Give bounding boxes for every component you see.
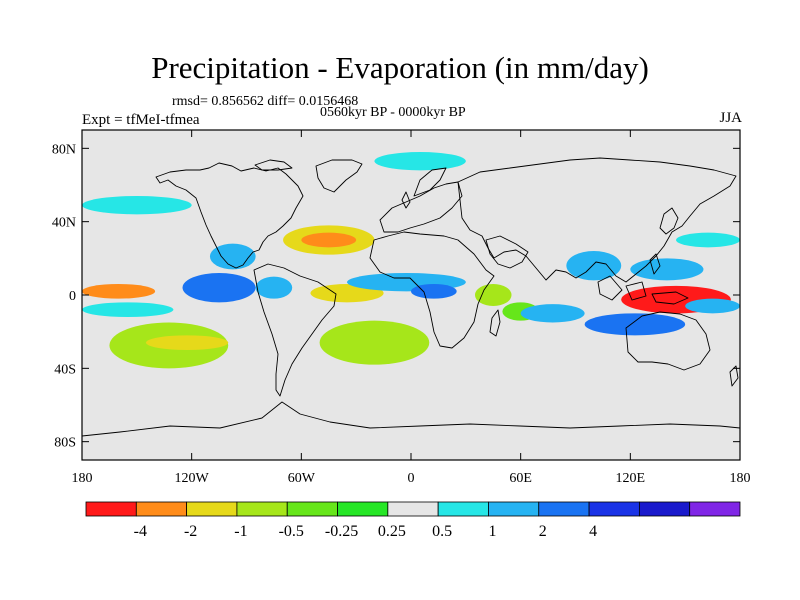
colorbar-label: -0.25 <box>325 523 358 540</box>
map-area <box>81 129 741 461</box>
colorbar-swatch-1 <box>135 501 188 517</box>
stats-line: rmsd= 0.856562 diff= 0.0156468 <box>172 94 359 109</box>
colorbar-swatch-0 <box>85 501 137 517</box>
coastline-japan <box>659 207 679 235</box>
coastline-north-america <box>155 162 304 269</box>
colorbar-swatch-9 <box>538 501 590 517</box>
map-axes: 80N 40N 0 40S 80S 180 120W 60W 0 60E 120E 180 <box>52 130 751 486</box>
anomaly-region-0 <box>82 284 156 299</box>
anomaly-region-8 <box>301 232 357 248</box>
anomaly-region-22 <box>82 196 192 215</box>
anomaly-region-15 <box>520 304 585 323</box>
lon-tick-label: 0 <box>408 471 415 486</box>
coastline-maritime-continent <box>597 275 689 305</box>
experiment-label: Expt = tfMeI-tfmea <box>82 112 200 128</box>
anomaly-region-23 <box>374 152 466 171</box>
lon-tick-label: 60W <box>288 471 316 486</box>
anomaly-region-13 <box>474 284 512 306</box>
chart-title: Precipitation - Evaporation (in mm/day) <box>151 50 649 85</box>
coastline-greenland <box>315 159 363 193</box>
colorbar-swatch-8 <box>488 501 540 517</box>
lat-tick-label: 80N <box>52 142 76 157</box>
coastline-antarctica <box>82 401 740 437</box>
lon-tick-label: 180 <box>730 471 751 486</box>
coastline-africa <box>369 231 495 349</box>
colorbar-label: 0.25 <box>378 523 406 540</box>
coastline-britain <box>401 191 411 209</box>
anomaly-region-20 <box>676 232 740 248</box>
lat-tick-label: 40N <box>52 216 76 231</box>
coastlines <box>82 157 740 437</box>
colorbar-swatch-5 <box>337 501 389 517</box>
colorbar-label: -0.5 <box>279 523 304 540</box>
coastline-madagascar <box>489 309 501 337</box>
coastline-australia <box>625 311 711 371</box>
anomaly-region-4 <box>182 273 256 303</box>
lon-tick-label: 120E <box>616 471 646 486</box>
colorbar-label: 1 <box>488 523 496 540</box>
anomaly-region-3 <box>145 335 229 350</box>
anomaly-region-6 <box>255 276 293 299</box>
colorbar-label: -2 <box>184 523 197 540</box>
colorbar-label: 0.5 <box>432 523 452 540</box>
colorbar-swatch-2 <box>186 501 238 517</box>
anomaly-fields <box>82 152 740 420</box>
colorbar-swatch-11 <box>638 501 691 517</box>
colorbar-swatch-12 <box>689 501 741 517</box>
anomaly-region-1 <box>82 302 174 317</box>
lat-tick-label: 0 <box>69 289 76 304</box>
coastline-arctic-islands <box>254 159 293 171</box>
coastline-arabia <box>485 235 529 269</box>
coastline-south-america <box>253 263 337 397</box>
coastline-asia <box>457 157 737 283</box>
colorbar-swatch-6 <box>387 501 439 517</box>
anomaly-region-17 <box>584 313 686 336</box>
colorbar-swatch-10 <box>588 501 640 517</box>
lon-tick-label: 60E <box>509 471 532 486</box>
colorbar-swatch-3 <box>236 501 288 517</box>
anomaly-region-24 <box>173 405 503 420</box>
coastline-philippines <box>649 253 661 275</box>
coastline-scandinavia <box>413 167 447 197</box>
anomaly-region-21 <box>685 298 740 314</box>
anomaly-region-16 <box>566 250 622 281</box>
colorbar-label: -4 <box>134 523 147 540</box>
period-label: 0560kyr BP - 0000kyr BP <box>320 105 466 120</box>
season-label: JJA <box>719 110 742 126</box>
colorbar-swatch-7 <box>437 501 489 517</box>
lat-tick-label: 80S <box>54 436 76 451</box>
lat-tick-label: 40S <box>54 362 76 377</box>
colorbar-label: 4 <box>589 523 597 540</box>
anomaly-region-10 <box>319 320 430 365</box>
colorbar-label: 2 <box>539 523 547 540</box>
colorbar-label: -1 <box>234 523 247 540</box>
lon-tick-label: 180 <box>72 471 93 486</box>
lon-tick-label: 120W <box>175 471 210 486</box>
colorbar-swatch-4 <box>286 501 338 517</box>
colorbar: -4 -2 -1 -0.5 -0.25 0.25 0.5 1 2 4 <box>85 501 741 540</box>
anomaly-region-12 <box>411 284 457 299</box>
